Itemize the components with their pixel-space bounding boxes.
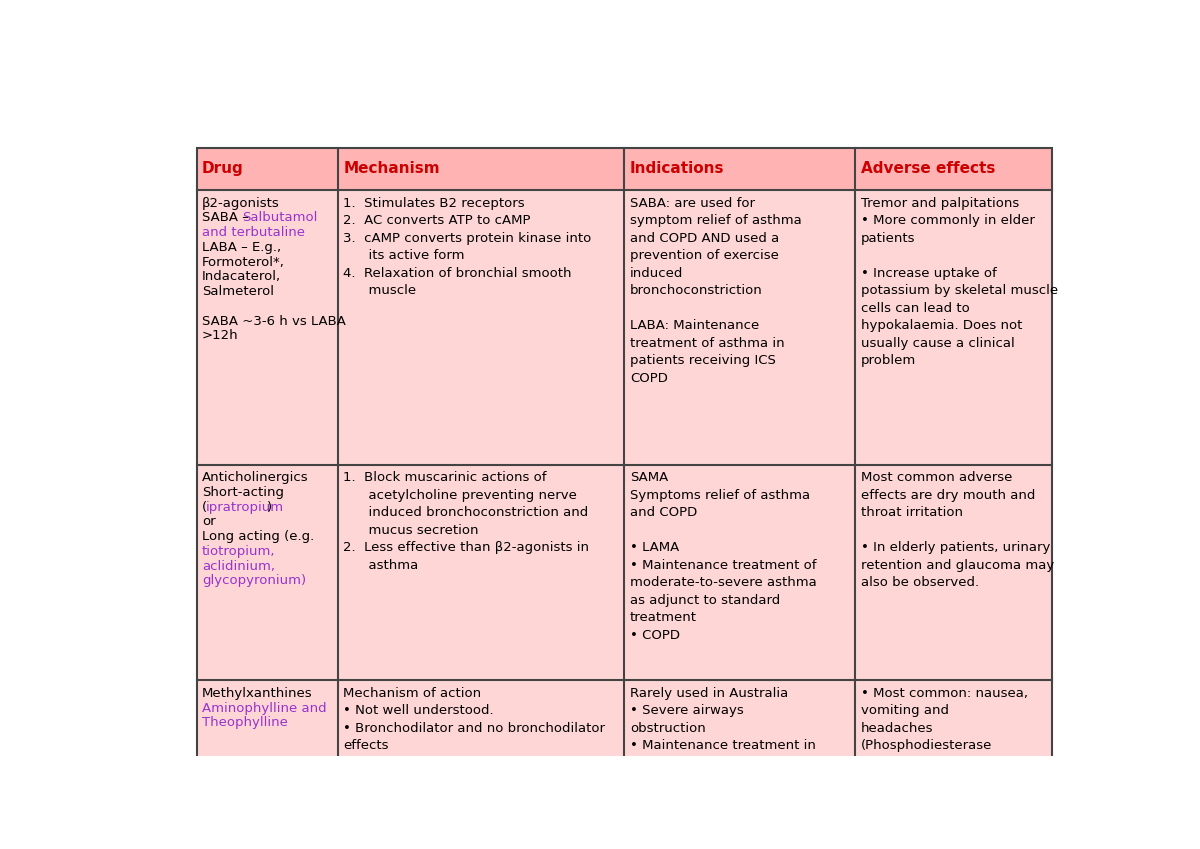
Text: Salbutamol: Salbutamol: [241, 211, 317, 224]
Text: Indications: Indications: [630, 161, 725, 177]
Text: Most common adverse
effects are dry mouth and
throat irritation

• In elderly pa: Most common adverse effects are dry mout…: [860, 471, 1054, 589]
Text: 1.  Stimulates B2 receptors
2.  AC converts ATP to cAMP
3.  cAMP converts protei: 1. Stimulates B2 receptors 2. AC convert…: [343, 197, 592, 297]
Text: Short-acting: Short-acting: [202, 486, 284, 499]
Text: aclidinium,: aclidinium,: [202, 559, 275, 572]
Text: Adverse effects: Adverse effects: [860, 161, 995, 177]
Text: • Most common: nausea,
vomiting and
headaches
(Phosphodiesterase: • Most common: nausea, vomiting and head…: [860, 687, 1028, 752]
Text: Salmeterol: Salmeterol: [202, 285, 274, 298]
Text: ): ): [266, 501, 271, 514]
Text: ipratropium: ipratropium: [206, 501, 284, 514]
Bar: [197, 464, 1052, 680]
Text: (: (: [202, 501, 208, 514]
Text: and terbutaline: and terbutaline: [202, 226, 305, 239]
Text: SABA ~3-6 h vs LABA: SABA ~3-6 h vs LABA: [202, 314, 346, 328]
Text: or: or: [202, 515, 216, 528]
Bar: [197, 680, 1052, 788]
Text: Indacaterol,: Indacaterol,: [202, 270, 281, 284]
Text: glycopyronium): glycopyronium): [202, 575, 306, 588]
Text: LABA – E.g.,: LABA – E.g.,: [202, 241, 281, 254]
Text: Methylxanthines: Methylxanthines: [202, 687, 313, 700]
Text: SAMA
Symptoms relief of asthma
and COPD

• LAMA
• Maintenance treatment of
moder: SAMA Symptoms relief of asthma and COPD …: [630, 471, 817, 642]
Text: Formoterol*,: Formoterol*,: [202, 256, 284, 268]
Text: tiotropium,: tiotropium,: [202, 545, 276, 558]
Text: β2-agonists: β2-agonists: [202, 197, 280, 210]
Text: Mechanism of action
• Not well understood.
• Bronchodilator and no bronchodilato: Mechanism of action • Not well understoo…: [343, 687, 605, 752]
Text: Theophylline: Theophylline: [202, 717, 288, 729]
Text: Mechanism: Mechanism: [343, 161, 440, 177]
Text: Long acting (e.g.: Long acting (e.g.: [202, 530, 314, 543]
Text: 1.  Block muscarinic actions of
      acetylcholine preventing nerve
      induc: 1. Block muscarinic actions of acetylcho…: [343, 471, 589, 571]
Bar: [197, 148, 1052, 190]
Text: >12h: >12h: [202, 329, 239, 342]
Text: Rarely used in Australia
• Severe airways
obstruction
• Maintenance treatment in: Rarely used in Australia • Severe airway…: [630, 687, 816, 752]
Text: Tremor and palpitations
• More commonly in elder
patients

• Increase uptake of
: Tremor and palpitations • More commonly …: [860, 197, 1058, 367]
Text: SABA –: SABA –: [202, 211, 253, 224]
Text: Drug: Drug: [202, 161, 244, 177]
Text: Anticholinergics: Anticholinergics: [202, 471, 308, 484]
Text: SABA: are used for
symptom relief of asthma
and COPD AND used a
prevention of ex: SABA: are used for symptom relief of ast…: [630, 197, 802, 385]
Text: Aminophylline and: Aminophylline and: [202, 702, 326, 715]
Bar: [197, 190, 1052, 464]
